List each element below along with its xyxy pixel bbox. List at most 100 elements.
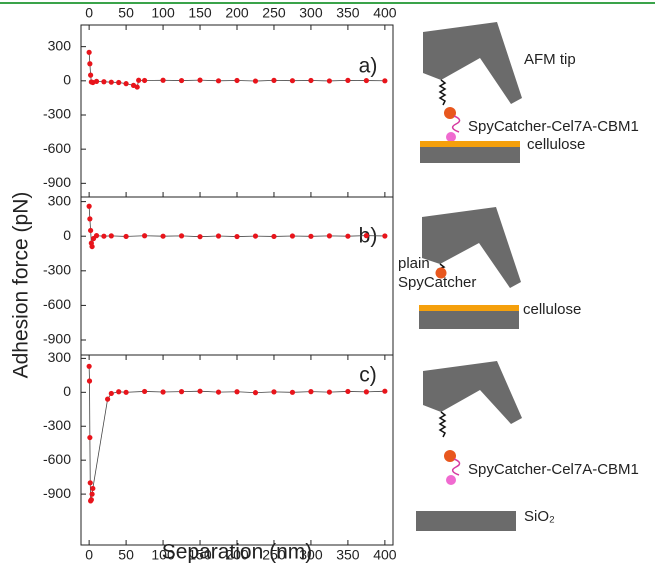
data-point (382, 78, 388, 84)
y-tick-label: 300 (48, 37, 72, 53)
data-point (88, 497, 94, 503)
x-axis-title: Separation (nm) (162, 541, 313, 564)
data-point (160, 233, 166, 239)
data-point (382, 388, 388, 394)
data-point (197, 234, 203, 240)
data-point (382, 233, 388, 239)
data-point (252, 78, 259, 84)
data-point (141, 388, 148, 395)
data-point (345, 77, 351, 83)
data-point (141, 233, 148, 239)
y-tick-label: -600 (43, 140, 71, 156)
data-point (308, 233, 314, 239)
diagram-b: plain SpyCatcher cellulose (398, 207, 581, 329)
data-point (271, 233, 277, 240)
data-point (215, 233, 222, 239)
data-point (93, 78, 100, 84)
data-point (89, 491, 95, 497)
x-tick-label: 200 (225, 5, 249, 21)
data-point (289, 233, 296, 239)
data-point (197, 388, 203, 394)
data-point (141, 77, 148, 84)
panel-label: a) (359, 55, 378, 78)
y-axis-title: Adhesion force (pN) (10, 192, 33, 379)
data-point (116, 79, 122, 86)
data-point (101, 233, 107, 239)
data-point (326, 389, 333, 395)
data-point (178, 389, 185, 395)
data-point (87, 61, 93, 67)
data-point (87, 216, 93, 222)
data-point (289, 389, 296, 395)
y-tick-label: 0 (63, 72, 71, 88)
data-point (88, 72, 94, 78)
data-point (363, 77, 369, 84)
data-point (86, 378, 93, 384)
diagram-label: cellulose (523, 301, 581, 318)
data-point (234, 233, 240, 240)
data-point (215, 389, 222, 395)
y-tick-label: -900 (43, 174, 71, 190)
diagram-label: cellulose (527, 136, 585, 153)
data-point (86, 49, 92, 55)
y-tick-label: -900 (43, 485, 71, 501)
data-point (234, 77, 240, 84)
x-tick-label: 0 (85, 5, 93, 21)
diagram-label: AFM tip (524, 51, 576, 68)
data-point (326, 233, 333, 239)
data-point (86, 363, 92, 369)
data-point (108, 390, 114, 397)
y-tick-label: 300 (48, 349, 72, 365)
diagram-c: SpyCatcher-Cel7A-CBM1 SiO₂ (416, 361, 639, 531)
panel-label: c) (359, 364, 377, 387)
x-tick-label: 350 (336, 547, 360, 563)
diagram-label: SpyCatcher-Cel7A-CBM1 (468, 461, 639, 478)
x-tick-label: 100 (151, 547, 175, 563)
diagram-a: AFM tip SpyCatcher-Cel7A-CBM1 cellulose (420, 22, 639, 163)
y-tick-label: 300 (48, 192, 72, 208)
data-point (308, 77, 314, 84)
diagram-label: plain (398, 255, 430, 272)
x-tick-label: 250 (262, 547, 286, 563)
data-point (123, 389, 129, 395)
data-point (105, 396, 111, 402)
data-point (271, 77, 277, 83)
data-point (136, 77, 142, 83)
data-point (215, 78, 222, 84)
y-tick-label: -300 (43, 417, 71, 433)
data-point (252, 233, 259, 239)
data-point (87, 480, 93, 486)
y-tick-label: -600 (43, 451, 71, 467)
data-point (178, 233, 185, 239)
data-point (289, 78, 296, 84)
data-point (88, 227, 94, 234)
x-tick-label: 300 (299, 547, 323, 563)
data-point (345, 233, 351, 239)
x-tick-label: 200 (225, 547, 249, 563)
data-point (101, 79, 107, 85)
data-point (160, 77, 166, 83)
data-point (134, 84, 140, 90)
y-tick-label: -300 (43, 262, 71, 278)
data-point (123, 233, 129, 240)
x-tick-label: 350 (336, 5, 360, 21)
x-tick-label: 0 (85, 547, 93, 563)
x-tick-label: 300 (299, 5, 323, 21)
data-point (345, 388, 351, 395)
x-tick-label: 400 (373, 5, 397, 21)
x-tick-label: 50 (118, 5, 134, 21)
x-tick-label: 150 (188, 547, 212, 563)
data-point (363, 233, 369, 239)
plot-frame (80, 24, 394, 198)
data-point (93, 233, 100, 239)
y-tick-label: 0 (63, 383, 71, 399)
data-point (86, 203, 92, 209)
x-tick-label: 100 (151, 5, 175, 21)
x-tick-label: 50 (118, 547, 134, 563)
y-tick-label: -900 (43, 331, 71, 347)
data-point (160, 389, 166, 395)
x-tick-label: 250 (262, 5, 286, 21)
data-point (108, 79, 114, 85)
diagram-label: SpyCatcher-Cel7A-CBM1 (468, 118, 639, 135)
